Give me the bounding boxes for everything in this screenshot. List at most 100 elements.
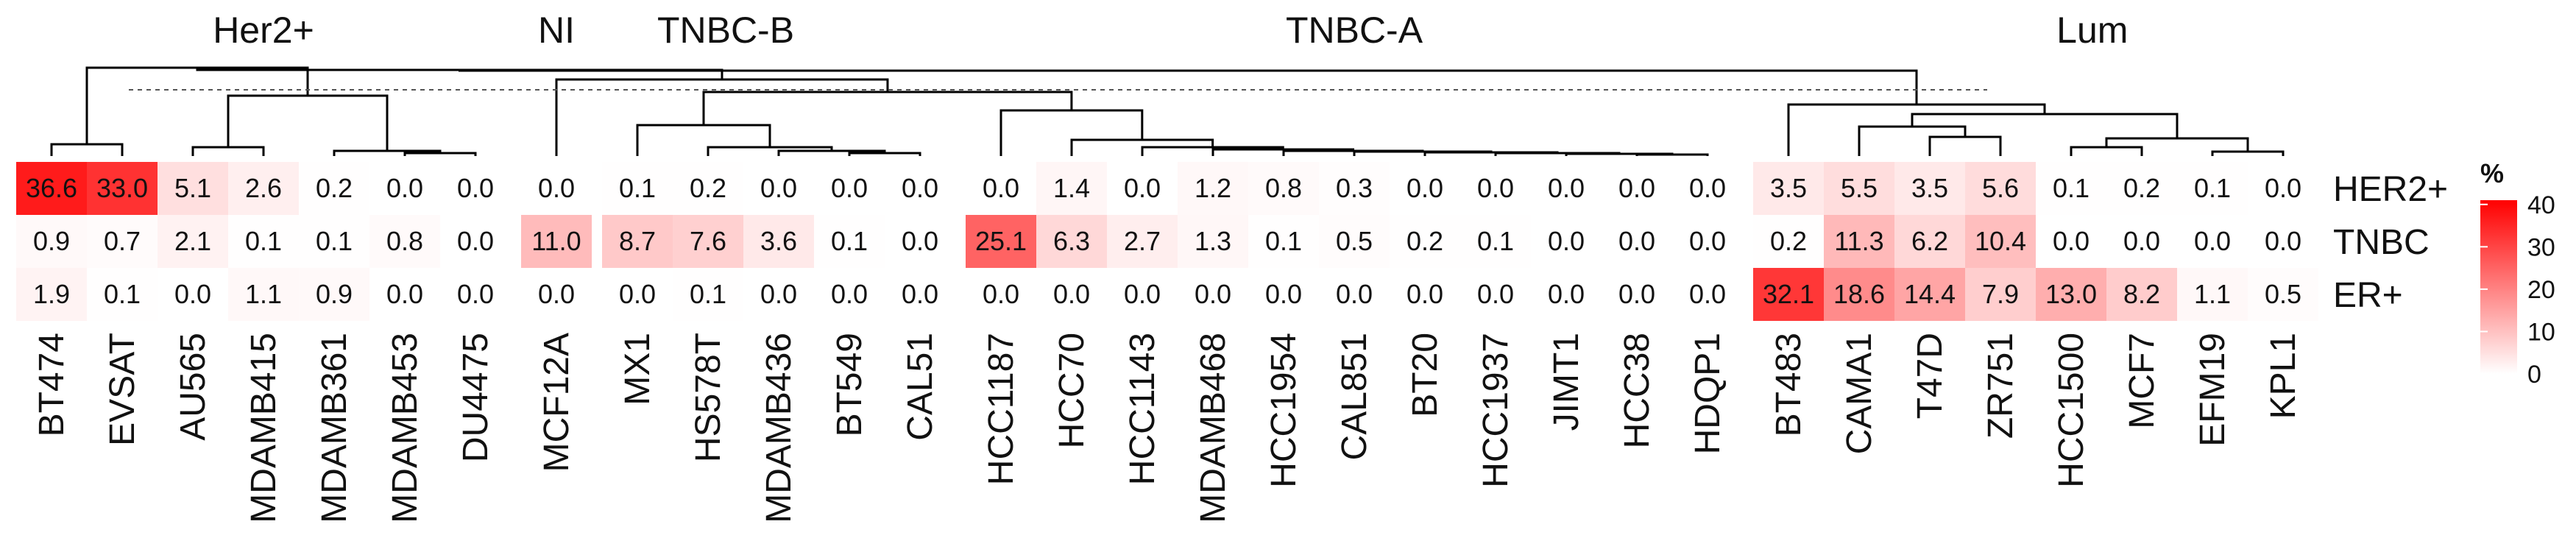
heatmap-cell bbox=[1602, 268, 1672, 321]
heatmap-cell bbox=[885, 162, 955, 215]
group-label: TNBC-B bbox=[657, 10, 794, 51]
heatmap-cell bbox=[440, 268, 511, 321]
cell-value-label: 0.1 bbox=[831, 226, 868, 256]
cell-value-label: 0.0 bbox=[1195, 279, 1231, 309]
cell-value-label: 1.9 bbox=[33, 279, 70, 309]
heatmap-cell bbox=[228, 162, 299, 215]
heatmap-cell bbox=[1672, 215, 1743, 268]
cell-value-label: 11.0 bbox=[531, 226, 581, 256]
cell-value-label: 2.1 bbox=[174, 226, 211, 256]
heatmap-cell bbox=[1672, 162, 1743, 215]
group-label: TNBC-A bbox=[1286, 10, 1423, 51]
legend-tick-label: 0 bbox=[2527, 361, 2541, 389]
cell-value-label: 0.2 bbox=[1406, 226, 1443, 256]
dendrogram-branch bbox=[702, 91, 1073, 125]
heatmap-cell bbox=[299, 268, 369, 321]
cell-value-label: 0.0 bbox=[1477, 279, 1514, 309]
cell-value-label: 0.0 bbox=[1689, 279, 1726, 309]
cell-value-label: 0.0 bbox=[174, 279, 211, 309]
cell-value-label: 0.0 bbox=[983, 279, 1019, 309]
cell-value-label: 25.1 bbox=[975, 226, 1027, 256]
heatmap-cell bbox=[1672, 268, 1743, 321]
cell-value-label: 0.1 bbox=[2053, 173, 2090, 203]
column-label: HCC1500 bbox=[2052, 333, 2091, 488]
heatmap-cell bbox=[299, 215, 369, 268]
row-label: ER+ bbox=[2333, 276, 2403, 315]
dendrogram-branch bbox=[2070, 146, 2143, 156]
cell-value-label: 0.1 bbox=[104, 279, 141, 309]
dendrogram-branch bbox=[848, 152, 921, 156]
heatmap-cell bbox=[440, 162, 511, 215]
column-label: HCC38 bbox=[1618, 333, 1657, 448]
cell-value-label: 11.3 bbox=[1834, 226, 1883, 256]
heatmap-cell bbox=[885, 215, 955, 268]
group-labels: Her2+ NI TNBC-B TNBC-A Lum bbox=[213, 10, 2128, 51]
legend-tick-label: 20 bbox=[2527, 276, 2555, 304]
column-label: HCC1937 bbox=[1476, 333, 1515, 488]
heatmap-cell bbox=[158, 268, 228, 321]
cell-value-label: 0.0 bbox=[2265, 226, 2301, 256]
heatmap-cell bbox=[1036, 268, 1107, 321]
cell-value-label: 36.6 bbox=[26, 173, 77, 203]
cell-value-label: 0.0 bbox=[2123, 226, 2160, 256]
cell-value-label: 2.6 bbox=[245, 173, 282, 203]
dendrogram-branch bbox=[227, 94, 389, 151]
heatmap-cell bbox=[16, 215, 87, 268]
column-label: MDAMB453 bbox=[386, 333, 425, 523]
heatmap-cell bbox=[521, 162, 592, 215]
cell-value-label: 0.5 bbox=[1336, 226, 1373, 256]
cell-value-label: 0.0 bbox=[1548, 226, 1585, 256]
cell-value-label: 0.0 bbox=[760, 279, 797, 309]
dendrogram bbox=[50, 66, 2285, 156]
cell-value-label: 0.0 bbox=[760, 173, 797, 203]
heatmap-cell bbox=[1107, 162, 1178, 215]
heatmap-cell bbox=[1319, 162, 1390, 215]
column-label: EFM19 bbox=[2193, 333, 2232, 447]
column-label: MCF12A bbox=[537, 333, 576, 472]
heatmap-cell bbox=[369, 215, 440, 268]
cell-value-label: 33.0 bbox=[96, 173, 148, 203]
heatmap-cell bbox=[2248, 162, 2318, 215]
cell-value-label: 0.0 bbox=[1406, 173, 1443, 203]
heatmap-cell bbox=[2177, 162, 2248, 215]
cell-value-label: 7.6 bbox=[690, 226, 726, 256]
cell-value-label: 7.9 bbox=[1982, 279, 2019, 309]
heatmap-cell bbox=[87, 162, 158, 215]
heatmap-cell bbox=[16, 268, 87, 321]
heatmap-cell bbox=[1107, 215, 1178, 268]
column-label: HDQP1 bbox=[1688, 333, 1727, 454]
dendrogram-branch bbox=[50, 143, 124, 156]
color-legend: % 0 10 20 30 40 bbox=[2480, 158, 2555, 389]
heatmap-cell bbox=[1531, 162, 1602, 215]
cell-value-label: 0.0 bbox=[1124, 173, 1161, 203]
heatmap-cell bbox=[299, 162, 369, 215]
cell-value-label: 0.0 bbox=[1689, 226, 1726, 256]
heatmap-cell bbox=[1602, 162, 1672, 215]
cell-value-label: 5.6 bbox=[1982, 173, 2019, 203]
heatmap-cell bbox=[1965, 162, 2036, 215]
cell-value-label: 13.0 bbox=[2045, 279, 2097, 309]
cell-value-label: 0.0 bbox=[619, 279, 656, 309]
column-label: MDAMB436 bbox=[760, 333, 799, 523]
cell-value-label: 0.0 bbox=[538, 173, 575, 203]
cell-value-label: 0.0 bbox=[1477, 173, 1514, 203]
heatmap-cell bbox=[814, 162, 885, 215]
heatmap-cell bbox=[743, 215, 814, 268]
cell-value-label: 0.0 bbox=[1548, 173, 1585, 203]
column-label: MX1 bbox=[618, 333, 657, 406]
heatmap-cell bbox=[1390, 215, 1460, 268]
heatmap-cell bbox=[1965, 268, 2036, 321]
heatmap-cell bbox=[1319, 215, 1390, 268]
heatmap-cell bbox=[1753, 268, 1824, 321]
cell-value-label: 0.0 bbox=[457, 173, 494, 203]
cell-value-label: 0.0 bbox=[1053, 279, 1090, 309]
heatmap-cell bbox=[1178, 162, 1248, 215]
cell-value-label: 0.1 bbox=[690, 279, 726, 309]
heatmap-cell bbox=[1036, 215, 1107, 268]
dendrogram-branch bbox=[636, 124, 771, 156]
column-label: HCC70 bbox=[1052, 333, 1091, 448]
heatmap-cell bbox=[1824, 215, 1894, 268]
heatmap-cell bbox=[673, 268, 743, 321]
cell-value-label: 0.0 bbox=[2194, 226, 2231, 256]
heatmap-cell bbox=[1894, 215, 1965, 268]
